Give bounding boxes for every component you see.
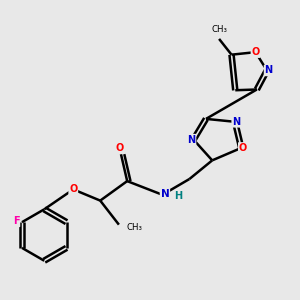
Text: N: N [160, 189, 169, 200]
Text: O: O [69, 184, 77, 194]
Text: O: O [115, 143, 123, 153]
Text: O: O [239, 143, 247, 153]
Text: F: F [13, 216, 20, 226]
Text: CH₃: CH₃ [126, 223, 142, 232]
Text: O: O [251, 47, 260, 57]
Text: N: N [265, 65, 273, 75]
Text: CH₃: CH₃ [211, 25, 227, 34]
Text: N: N [232, 117, 240, 127]
Text: N: N [188, 135, 196, 145]
Text: H: H [174, 191, 182, 201]
